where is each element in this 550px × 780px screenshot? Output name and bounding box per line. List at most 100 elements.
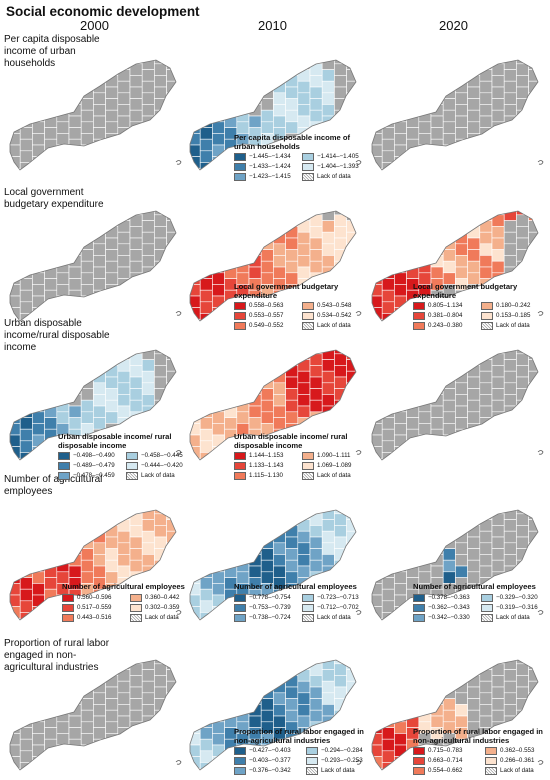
map-region: [346, 394, 356, 407]
legend-item: 0.243–0.380: [413, 322, 475, 330]
map-region: [56, 284, 70, 297]
island-marker: [355, 450, 362, 455]
map-region: [154, 144, 167, 157]
map-region: [32, 353, 45, 366]
map-region: [199, 138, 213, 152]
map-region: [516, 133, 529, 146]
map-region: [190, 376, 201, 389]
map-region: [273, 542, 286, 555]
map-region: [248, 359, 262, 372]
map-region: [528, 554, 538, 567]
map-region: [154, 686, 167, 699]
map-region: [455, 60, 468, 70]
legend-swatch: [130, 593, 142, 602]
map-region: [224, 405, 238, 418]
map-region: [212, 721, 225, 734]
province-outline: [189, 349, 357, 461]
map-region: [129, 756, 143, 769]
map-region: [406, 452, 420, 460]
map-region: [141, 255, 155, 268]
map-region: [154, 513, 167, 526]
legend-swatch: [302, 322, 314, 330]
map-region: [154, 211, 167, 216]
map-region: [372, 260, 383, 274]
legend-swatch: [302, 472, 314, 480]
map-region: [418, 156, 432, 169]
map-region: [19, 138, 33, 152]
map-region: [394, 121, 407, 134]
map-region: [406, 220, 420, 233]
map-region: [199, 542, 213, 555]
legend-item: −0.319–−0.316: [481, 603, 543, 612]
legend-item: 0.554–0.662: [413, 767, 479, 775]
map-region: [224, 704, 238, 717]
legend-label: 0.553–0.557: [249, 312, 284, 319]
map-region: [56, 376, 70, 389]
map-region: [117, 266, 131, 279]
map-region: [516, 663, 529, 676]
map-region: [394, 144, 407, 157]
map-region: [528, 417, 538, 430]
legend-label: 0.543–0.548: [317, 302, 352, 309]
map-region: [154, 365, 167, 378]
map-region: [430, 211, 444, 221]
map-region: [141, 138, 155, 152]
map-region: [117, 350, 131, 360]
map-region: [154, 133, 167, 146]
map-region: [19, 150, 33, 163]
map-region: [129, 86, 143, 99]
map-region: [154, 272, 167, 285]
map-region: [479, 715, 493, 728]
map-region: [166, 359, 176, 372]
map-region: [297, 382, 311, 395]
map-region: [93, 405, 106, 418]
map-region: [117, 150, 131, 163]
map-region: [273, 519, 286, 532]
map-region: [430, 452, 444, 460]
year-header-2020: 2020: [439, 18, 468, 33]
map-region: [44, 554, 58, 567]
legend-label: 0.517–0.559: [77, 603, 112, 611]
map-region: [248, 519, 262, 532]
map-region: [260, 510, 274, 515]
map-region: [528, 704, 538, 717]
map-region: [406, 382, 420, 395]
map-region: [117, 660, 131, 670]
map-region: [309, 660, 323, 665]
map-region: [32, 446, 45, 459]
map-region: [285, 353, 299, 366]
map-region: [212, 98, 225, 111]
map-region: [166, 660, 176, 670]
map-region: [93, 750, 106, 763]
map-region: [212, 226, 225, 239]
map-region: [224, 115, 238, 128]
map-region: [44, 692, 58, 705]
map-region: [418, 63, 432, 76]
map-region: [117, 692, 131, 705]
map-region: [394, 510, 407, 515]
map-region: [260, 525, 274, 538]
map-region: [93, 255, 106, 268]
map-region: [141, 704, 155, 717]
map-region: [44, 452, 58, 460]
map-region: [442, 388, 456, 401]
map-region: [129, 525, 143, 538]
map-region: [32, 756, 45, 769]
map-region: [141, 127, 155, 140]
map-region: [93, 104, 106, 117]
map-region: [32, 583, 45, 596]
map-region: [32, 399, 45, 413]
map-region: [44, 127, 58, 140]
map-region: [236, 660, 250, 665]
map-region: [321, 530, 335, 544]
map-region: [248, 69, 262, 82]
province-outline: [371, 509, 539, 621]
map-region: [516, 211, 529, 216]
legend-swatch: [481, 322, 493, 330]
map-region: [309, 75, 323, 88]
map-region: [44, 704, 58, 717]
map-region: [406, 519, 420, 532]
map-region: [346, 115, 356, 128]
map-region: [418, 663, 432, 676]
map-region: [503, 243, 517, 256]
